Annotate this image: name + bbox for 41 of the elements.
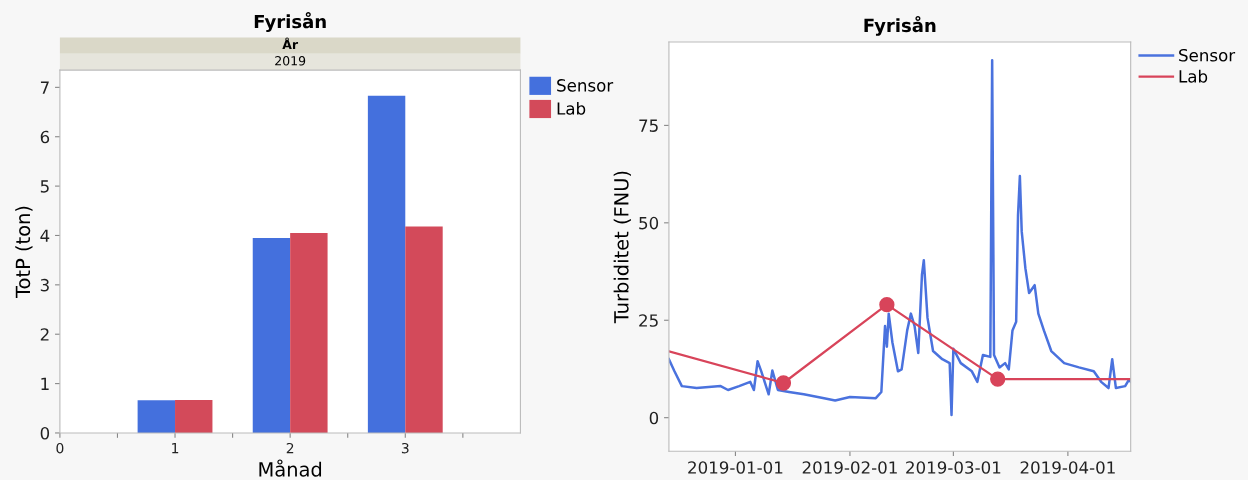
bar [252,237,291,433]
bar [175,399,213,433]
point [879,297,895,313]
text: 2019 [275,56,306,66]
x-tick-label: 2019-02-01 [802,461,897,474]
x-tick-label: 2 [286,442,294,454]
y-tick-label: 2 [40,328,49,341]
y-tick-label: 0 [40,426,50,440]
y-tick-label: 5 [40,180,49,193]
legend-label: Lab [557,101,586,115]
x-axis-title: Månad [259,459,322,477]
point [990,371,1006,387]
legend-label: Sensor [1179,48,1236,62]
bar [367,95,406,433]
text: År [282,37,299,50]
y-tick-label: 7 [40,81,49,94]
y-tick-label: 25 [639,314,658,327]
bar [405,226,443,433]
point [775,375,792,391]
line-series [668,59,1131,417]
x-tick-label: 3 [401,442,409,454]
y-tick-label: 4 [40,229,50,242]
y-tick-label: 1 [41,377,49,390]
x-tick-label: 2019-01-01 [688,461,783,474]
y-tick-label: 50 [639,216,659,230]
chart-title: Fyrisån [254,12,326,32]
y-axis-title: Turbiditet (FNU) [613,171,631,324]
y-tick-label: 3 [40,278,49,292]
bar [137,400,176,433]
x-tick-label: 2019-03-01 [906,461,1001,474]
x-tick-label: 2019-04-01 [1020,461,1115,474]
legend-label: Sensor [557,79,614,92]
x-tick-label: 0 [56,442,64,454]
x-tick-label: 1 [172,443,179,454]
y-tick-label: 6 [40,130,50,144]
bar [290,233,328,433]
y-tick-label: 0 [649,411,659,425]
chart-title: Fyrisån [864,15,936,36]
legend-label: Lab [1179,69,1208,83]
y-axis-title: TotP (ton) [15,206,33,299]
y-tick-label: 75 [639,119,658,132]
